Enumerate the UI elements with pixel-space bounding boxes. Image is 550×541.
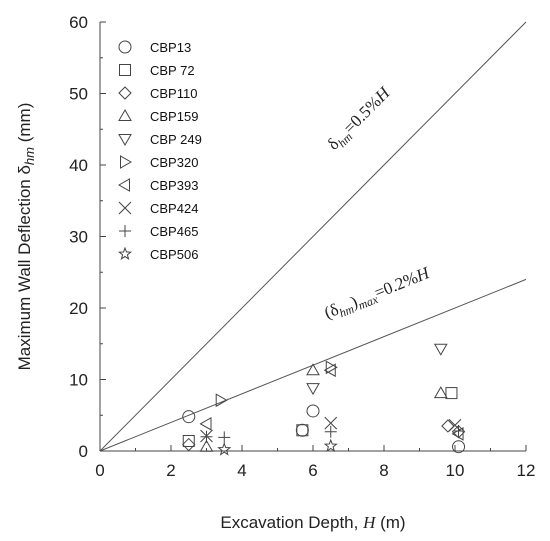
y-tick-label: 30 [69,228,88,247]
y-tick-label: 40 [69,156,88,175]
legend-marker-cbp465 [119,225,131,237]
y-tick-label: 50 [69,85,88,104]
legend-label-cbp159: CBP159 [150,109,198,124]
point-cbp13 [182,410,196,424]
point-cbp110 [441,419,455,433]
point-cbp393 [323,363,336,378]
y-tick-label: 20 [69,299,88,318]
x-axis-title: Excavation Depth, H (m) [220,513,405,532]
annotations: δhm=0.5%H (δhm)max=0.2%H [322,82,435,326]
legend-label-cbp72: CBP 72 [150,63,195,78]
point-cbp465 [200,430,213,443]
point-cbp393 [199,416,212,431]
y-tick-label: 60 [69,13,88,32]
label-delta: (δ [322,300,342,323]
y-tick-label: 10 [69,371,88,390]
legend-label-cbp320: CBP320 [150,155,198,170]
x-axis-title-text: Excavation Depth, [220,513,363,532]
point-cbp159 [433,386,448,399]
legend-label-cbp110: CBP110 [150,86,197,101]
x-tick-label: 6 [308,461,317,480]
point-cbp320 [325,360,338,375]
legend-marker-cbp159 [118,108,132,121]
data-points [182,343,466,456]
point-cbp465 [324,425,337,438]
legend-label-cbp393: CBP393 [150,178,198,193]
legend-label-cbp424: CBP424 [150,201,198,216]
point-cbp13 [295,423,309,437]
reference-line-label: (δhm)max=0.2%H [322,263,435,326]
y-axis-title-subscript: hm [22,147,37,165]
legend-marker-cbp110 [118,86,132,100]
legend-marker-cbp393 [117,178,130,192]
x-tick-label: 2 [166,461,175,480]
point-cbp506 [323,438,338,453]
point-cbp249 [433,343,448,356]
legend-label-cbp13: CBP13 [150,40,191,55]
legend: CBP13 CBP 72 CBP110 CBP159 CBP 249 CBP320 CBP3… [117,40,202,262]
point-cbp249 [306,383,320,396]
legend-marker-cbp249 [118,134,132,147]
y-axis-title: Maximum Wall Deflection δhm (mm) [15,103,37,371]
x-tick-label: 0 [95,461,104,480]
point-cbp110 [182,437,196,452]
legend-marker-cbp424 [118,201,132,215]
point-cbp159 [306,363,320,376]
point-cbp424 [324,416,338,430]
legend-label-cbp249: CBP 249 [150,132,202,147]
legend-marker-cbp320 [120,155,133,169]
point-cbp465 [452,424,465,437]
point-cbp159 [199,439,214,452]
reference-line-label: δhm=0.5%H [324,82,397,155]
point-cbp72 [296,424,309,437]
x-axis-title-unit: (m) [375,513,405,532]
legend-marker-cbp72 [119,64,131,76]
label-ratio: =0.2% [372,268,421,302]
reference-line [99,21,527,452]
point-cbp13 [452,440,466,454]
x-axis-title-variable: H [362,513,377,532]
legend-marker-cbp506 [117,246,133,261]
x-tick-label: 10 [446,461,465,480]
point-cbp13 [306,404,320,418]
point-cbp465 [218,431,231,444]
point-cbp72 [445,387,458,400]
point-cbp320 [215,393,228,408]
x-tick-label: 4 [237,461,246,480]
legend-marker-cbp13 [118,40,132,54]
y-axis-title-text: Maximum Wall Deflection δ [15,165,34,370]
legend-label-cbp506: CBP506 [150,247,198,262]
legend-label-cbp465: CBP465 [150,224,198,239]
ticks: 0 2 4 6 8 10 12 0 10 20 30 40 50 60 [69,13,535,480]
y-tick-label: 0 [79,442,88,461]
x-tick-label: 8 [379,461,388,480]
x-tick-label: 12 [517,461,536,480]
y-axis-title-unit: (mm) [15,103,34,147]
point-cbp72 [182,434,195,447]
point-cbp506 [217,442,232,456]
label-subscript: hm [337,302,356,321]
